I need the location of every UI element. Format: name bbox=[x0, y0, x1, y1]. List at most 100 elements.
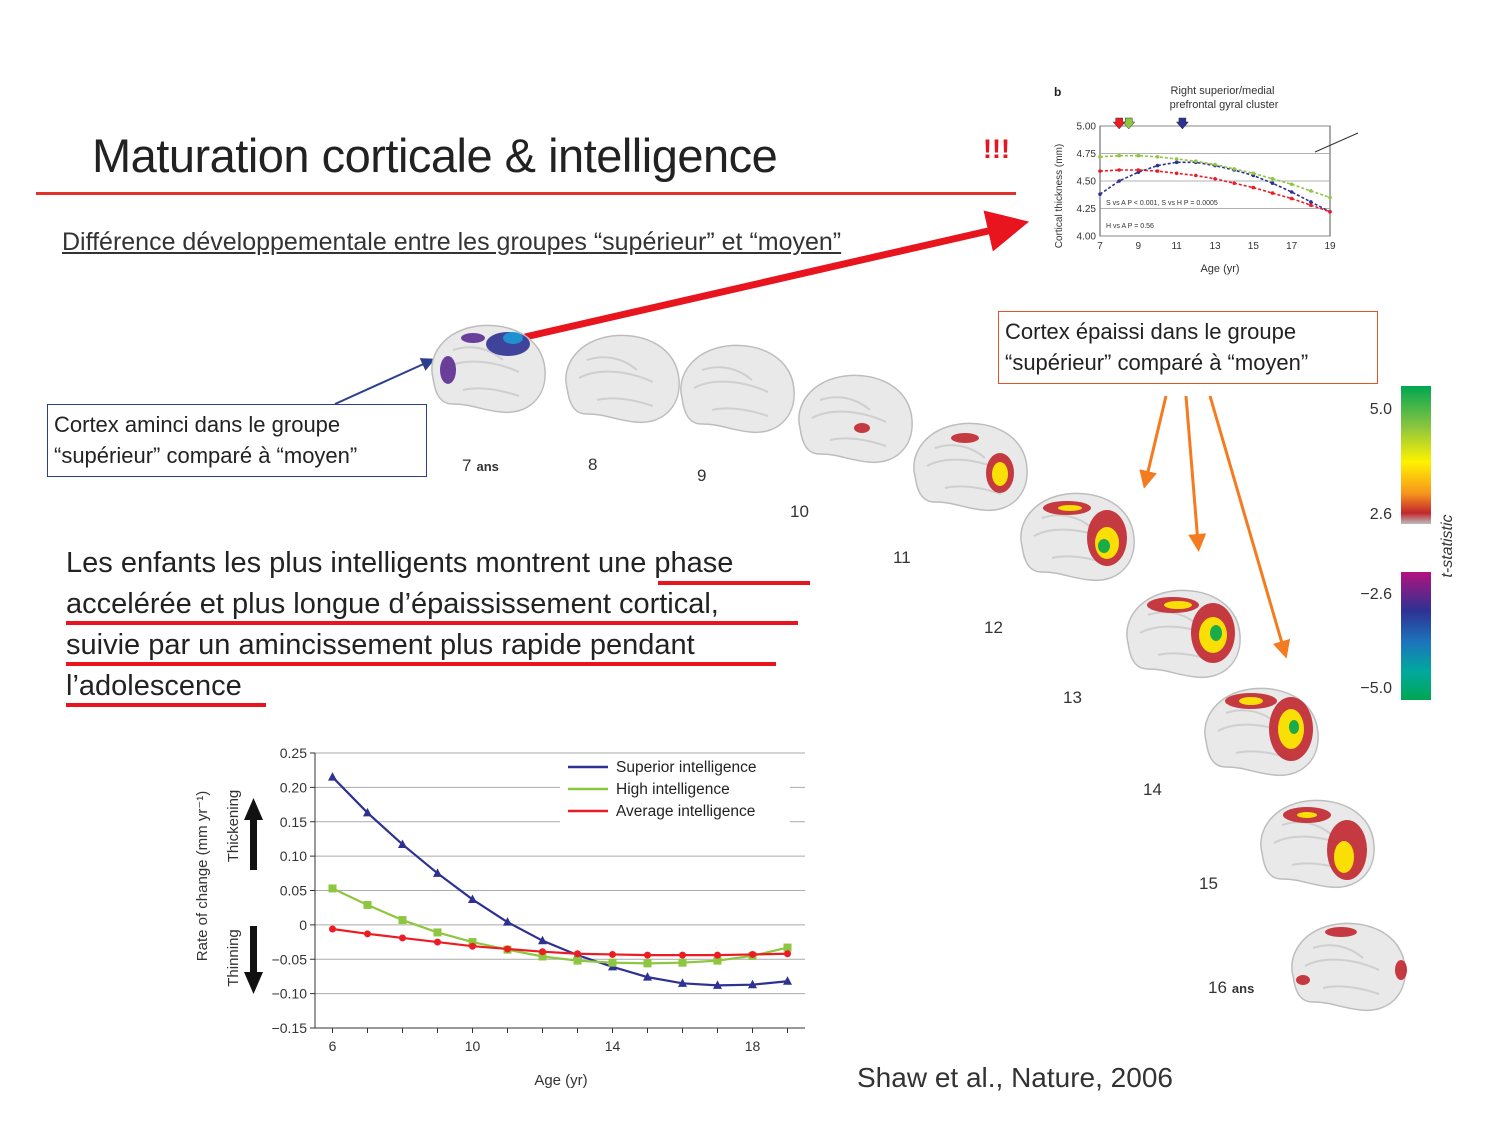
data-point bbox=[503, 917, 512, 926]
thickness-chart: b Right superior/medial prefrontal gyral… bbox=[1054, 85, 1359, 275]
chart-annotation: S vs A P < 0.001, S vs H P = 0.0005 bbox=[1106, 200, 1218, 207]
age-label: 7 ans bbox=[462, 456, 499, 476]
t-statistic-colorbar: 5.0 2.6 −2.6 −5.0 t-statistic bbox=[1360, 386, 1456, 700]
data-point bbox=[1289, 182, 1294, 187]
data-point bbox=[1309, 189, 1313, 193]
brain-image bbox=[1204, 687, 1319, 777]
data-point bbox=[644, 951, 651, 959]
data-point bbox=[1155, 155, 1160, 159]
underline-emphasis bbox=[66, 621, 798, 625]
age-value: 12 bbox=[984, 618, 1003, 637]
data-point bbox=[469, 942, 476, 950]
heat-spot bbox=[951, 433, 979, 443]
age-label: 15 bbox=[1199, 874, 1218, 894]
age-label: 12 bbox=[984, 618, 1003, 638]
y-tick-label: 0.15 bbox=[280, 814, 307, 830]
colorbar-positive bbox=[1401, 386, 1431, 524]
brain-image bbox=[565, 334, 680, 424]
brain-icon bbox=[798, 374, 913, 464]
age-value: 15 bbox=[1199, 874, 1218, 893]
data-point bbox=[1174, 160, 1179, 165]
data-point bbox=[468, 894, 477, 903]
data-point bbox=[1270, 181, 1275, 185]
heat-spot bbox=[1098, 539, 1110, 553]
data-point bbox=[1309, 200, 1313, 204]
underline-emphasis bbox=[658, 581, 810, 585]
x-tick-label: 6 bbox=[329, 1038, 337, 1054]
x-tick-label: 17 bbox=[1286, 241, 1298, 252]
data-point bbox=[783, 976, 792, 985]
x-axis-label: Age (yr) bbox=[534, 1072, 587, 1089]
data-point bbox=[399, 934, 406, 942]
age-value: 7 bbox=[462, 456, 472, 475]
heat-spot bbox=[1058, 505, 1082, 511]
x-tick-label: 18 bbox=[745, 1038, 761, 1054]
thinning-arrow-icon bbox=[244, 926, 263, 994]
data-point bbox=[328, 884, 337, 893]
data-point bbox=[1136, 153, 1141, 158]
y-tick-label: 4.75 bbox=[1077, 149, 1097, 160]
callout-line: “supérieur” comparé à “moyen” bbox=[54, 443, 358, 468]
y-axis-label: Rate of change (mm yr⁻¹) bbox=[194, 791, 211, 961]
conclusion-line: accelérée et plus longue d’épaississemen… bbox=[66, 588, 719, 620]
brain-icon bbox=[1291, 922, 1407, 1012]
y-tick-label: −0.15 bbox=[272, 1020, 308, 1036]
conclusion-line: suivie par un amincissement plus rapide … bbox=[66, 629, 695, 661]
x-tick-label: 10 bbox=[465, 1038, 481, 1054]
chart-title: Right superior/medial prefrontal gyral c… bbox=[1170, 85, 1279, 111]
age-value: 11 bbox=[893, 548, 911, 567]
chart-grid bbox=[1099, 125, 1331, 237]
conclusion-line: l’adolescence bbox=[66, 670, 242, 702]
data-point bbox=[784, 950, 791, 958]
series-line bbox=[332, 927, 788, 957]
data-point bbox=[574, 950, 581, 958]
data-point bbox=[573, 956, 582, 965]
data-point bbox=[643, 972, 652, 981]
heat-spot bbox=[1395, 960, 1407, 980]
data-point bbox=[1213, 177, 1217, 181]
age-label: 9 bbox=[697, 466, 706, 486]
age-value: 8 bbox=[588, 455, 598, 474]
heat-spot bbox=[1210, 625, 1222, 641]
data-point bbox=[1309, 203, 1313, 207]
age-value: 16 bbox=[1208, 978, 1227, 997]
data-point bbox=[1232, 167, 1236, 171]
series-line bbox=[332, 887, 788, 965]
data-point bbox=[363, 900, 372, 909]
data-point bbox=[538, 935, 547, 945]
chart-ticks: 4.00 4.25 4.50 4.75 5.00 7 9 11 13 15 17 19 bbox=[1077, 122, 1336, 253]
data-point bbox=[1174, 157, 1179, 161]
y-tick-label: 0.05 bbox=[280, 883, 307, 899]
citation: Shaw et al., Nature, 2006 bbox=[857, 1062, 1173, 1093]
heat-spot bbox=[992, 462, 1008, 486]
chart-series bbox=[328, 772, 792, 989]
y-tick-label: 5.00 bbox=[1077, 122, 1097, 133]
data-point bbox=[643, 959, 652, 968]
data-point bbox=[1174, 171, 1179, 176]
brain-image bbox=[1260, 799, 1375, 889]
exclamation-mark: !!! bbox=[983, 134, 1010, 164]
brain-image bbox=[1126, 589, 1241, 679]
callout-thinner-cortex: Cortex aminci dans le groupe “supérieur”… bbox=[47, 404, 427, 477]
age-value: 13 bbox=[1063, 688, 1082, 707]
data-point bbox=[1098, 192, 1102, 196]
brain-image bbox=[798, 374, 913, 464]
heat-spot bbox=[1325, 927, 1357, 937]
callout-line: Cortex épaissi dans le groupe bbox=[1005, 319, 1297, 344]
data-point bbox=[1213, 162, 1217, 167]
data-point bbox=[1270, 191, 1275, 195]
brain-icon bbox=[565, 334, 680, 424]
data-point bbox=[539, 948, 546, 956]
data-point bbox=[1251, 185, 1256, 190]
data-point bbox=[1117, 168, 1121, 172]
data-point bbox=[1270, 177, 1275, 181]
legend-entry: High intelligence bbox=[616, 781, 730, 798]
thickening-arrow-icon bbox=[244, 798, 263, 870]
data-point bbox=[714, 951, 721, 959]
thinning-label: Thinning bbox=[225, 929, 242, 987]
data-point bbox=[1136, 168, 1141, 172]
brain-image bbox=[1291, 922, 1407, 1012]
orange-arrow-2 bbox=[1184, 395, 1207, 552]
data-point bbox=[1289, 190, 1294, 194]
age-value: 9 bbox=[697, 466, 707, 485]
